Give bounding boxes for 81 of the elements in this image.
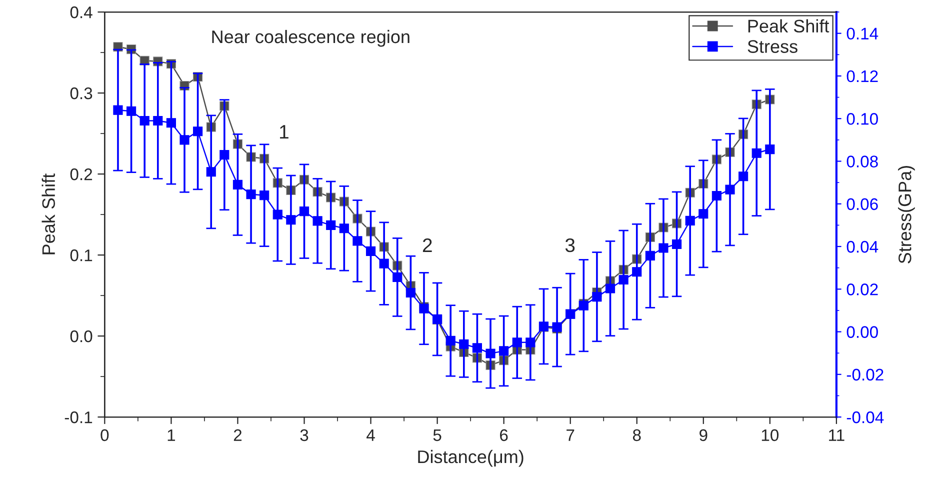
point — [326, 220, 336, 230]
annotation: 3 — [565, 238, 575, 252]
point — [206, 167, 216, 177]
point — [379, 258, 389, 268]
y-tick-label: -0.1 — [64, 411, 92, 424]
y2-tick-label: 0.06 — [846, 198, 878, 210]
x-tick-label: 9 — [700, 429, 708, 442]
x-tick-label: 1 — [168, 429, 176, 441]
point — [366, 246, 376, 256]
point — [140, 116, 150, 126]
point — [712, 190, 722, 201]
point — [486, 348, 496, 358]
point — [406, 288, 416, 298]
y2-tick-label: 0.04 — [846, 240, 878, 253]
x-tick-label: 11 — [829, 429, 844, 441]
y2-tick-label: 0.02 — [846, 284, 878, 296]
point — [672, 239, 682, 249]
y-tick-label: 0.3 — [70, 87, 92, 100]
y2-tick-label: -0.02 — [846, 368, 884, 381]
point — [459, 339, 469, 349]
x-tick-label: 4 — [366, 429, 375, 441]
point — [472, 343, 482, 353]
point — [446, 336, 456, 346]
point — [180, 135, 190, 145]
point — [260, 190, 270, 200]
point — [352, 236, 362, 246]
legend-label: Peak Shift — [748, 19, 830, 33]
point — [752, 148, 762, 158]
point — [526, 338, 536, 348]
point — [725, 184, 735, 194]
y-tick-label: 0.2 — [70, 168, 92, 180]
x-tick-label: 10 — [762, 429, 779, 442]
y-tick-label: 0.1 — [70, 249, 92, 262]
point — [312, 216, 322, 226]
y2-tick-label: 0.08 — [846, 156, 878, 168]
x-axis-title: Distance(μm) — [418, 450, 524, 467]
y-tick-label: 0.4 — [70, 6, 92, 18]
point — [512, 338, 522, 348]
point — [220, 150, 230, 160]
point — [618, 274, 628, 285]
point — [153, 116, 163, 126]
point — [246, 189, 256, 200]
point — [685, 216, 695, 226]
point — [126, 106, 136, 116]
point — [166, 118, 176, 128]
annotation: Near coalescence region — [212, 30, 410, 47]
x-tick-label: 3 — [300, 429, 308, 442]
x-tick-label: 8 — [632, 429, 641, 442]
point — [658, 243, 668, 253]
y-axis-title: Peak Shift — [42, 174, 56, 254]
point — [592, 292, 602, 302]
point — [299, 206, 310, 216]
y2-tick-label: 0.14 — [846, 28, 878, 40]
point — [232, 180, 243, 190]
legend-label: Stress — [748, 40, 798, 53]
y2-axis-title: Stress(GPa) — [898, 166, 915, 264]
point — [499, 346, 509, 356]
y2-tick-label: 0.00 — [846, 326, 878, 338]
point — [645, 250, 655, 260]
annotation: 2 — [422, 238, 432, 252]
x-tick-label: 7 — [566, 429, 574, 441]
point — [738, 172, 748, 182]
x-tick-label: 0 — [100, 429, 109, 442]
point — [698, 209, 708, 219]
point — [286, 215, 296, 225]
x-tick-label: 5 — [433, 429, 442, 442]
point — [272, 210, 282, 220]
x-tick-label: 2 — [234, 429, 242, 441]
y-tick-label: 0.0 — [70, 330, 92, 342]
point — [632, 267, 642, 277]
point — [765, 144, 775, 154]
point — [193, 126, 203, 136]
point — [113, 105, 123, 115]
x-tick-label: 6 — [500, 429, 508, 442]
point — [339, 224, 349, 234]
point — [392, 272, 402, 282]
y2-tick-label: -0.04 — [846, 411, 884, 424]
y2-tick-label: 0.12 — [846, 70, 878, 82]
y2-tick-label: 0.10 — [846, 113, 878, 125]
annotation: 1 — [280, 125, 288, 139]
point — [605, 284, 616, 294]
